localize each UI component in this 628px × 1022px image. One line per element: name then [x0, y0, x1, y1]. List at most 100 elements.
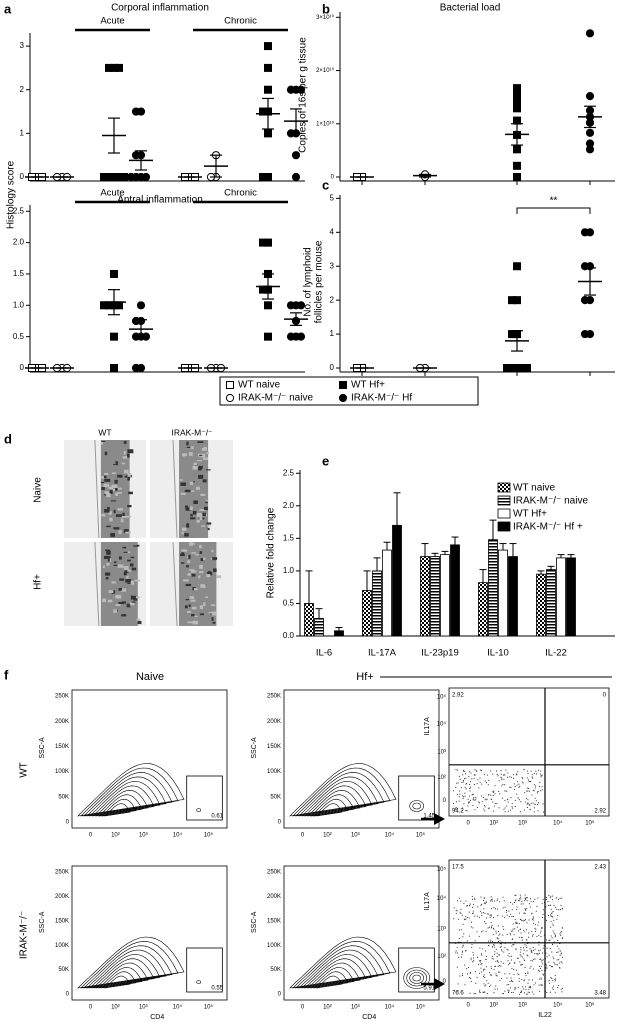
event-dot — [507, 960, 509, 962]
tissue-texture — [110, 533, 116, 537]
tissue-texture — [199, 465, 203, 469]
event-dot — [520, 896, 522, 898]
event-dot — [464, 795, 466, 797]
event-dot — [540, 776, 542, 778]
y-tick-label: 10² — [437, 954, 446, 960]
tissue-texture — [186, 446, 193, 448]
data-point — [508, 330, 516, 339]
event-dot — [478, 801, 480, 803]
event-dot — [545, 967, 547, 969]
y-tick-label: 3 — [20, 41, 25, 50]
tissue-texture — [199, 571, 204, 574]
event-dot — [560, 931, 562, 933]
event-dot — [506, 776, 508, 778]
contour-line — [77, 936, 185, 989]
event-dot — [481, 914, 483, 916]
event-dot — [495, 975, 497, 977]
event-dot — [526, 908, 528, 910]
event-dot — [545, 965, 547, 967]
event-dot — [527, 802, 529, 804]
event-dot — [510, 977, 512, 979]
event-dot — [536, 953, 538, 955]
y-tick-label: 0 — [278, 992, 282, 998]
quadrant-value: 17.5 — [452, 865, 464, 871]
event-dot — [482, 991, 484, 993]
event-dot — [530, 781, 532, 783]
event-dot — [559, 954, 561, 956]
event-dot — [461, 956, 462, 958]
event-dot — [548, 980, 550, 981]
contour-line — [316, 975, 343, 989]
event-dot — [491, 946, 493, 948]
event-dot — [526, 900, 528, 902]
event-dot — [503, 951, 505, 953]
event-dot — [539, 949, 541, 951]
gate-value: 5.91 — [423, 986, 435, 992]
event-dot — [455, 787, 457, 788]
y-tick-label: 4 — [330, 227, 335, 236]
event-dot — [494, 966, 496, 967]
event-dot — [474, 993, 476, 994]
event-dot — [526, 922, 528, 924]
tissue-texture — [125, 579, 132, 583]
data-point — [580, 262, 590, 271]
tissue-texture — [130, 556, 135, 559]
event-dot — [534, 898, 536, 900]
event-dot — [504, 947, 506, 949]
event-dot — [511, 992, 513, 994]
gate-value: 0.55 — [211, 986, 223, 992]
event-dot — [457, 900, 458, 902]
event-dot — [516, 781, 518, 783]
event-dot — [517, 797, 519, 799]
event-dot — [484, 810, 486, 812]
tissue-texture — [200, 558, 205, 561]
tissue-texture — [126, 575, 129, 579]
event-dot — [490, 939, 492, 941]
event-dot — [516, 773, 517, 775]
event-dot — [511, 806, 513, 808]
event-dot — [484, 903, 486, 905]
event-dot — [509, 776, 511, 778]
event-dot — [559, 967, 561, 969]
event-dot — [501, 797, 503, 799]
event-dot — [507, 949, 509, 951]
event-dot — [551, 916, 553, 917]
significance-label: ** — [550, 196, 558, 207]
event-dot — [512, 923, 514, 925]
event-dot — [534, 927, 536, 929]
event-dot — [491, 908, 492, 910]
tissue-texture — [192, 510, 197, 515]
event-dot — [551, 913, 553, 914]
event-dot — [481, 770, 482, 772]
event-dot — [458, 775, 460, 777]
x-tick-label: 10⁴ — [553, 820, 563, 827]
legend-marker — [225, 393, 235, 403]
event-dot — [560, 988, 562, 990]
event-dot — [524, 897, 526, 899]
event-dot — [464, 778, 465, 780]
event-dot — [488, 779, 490, 781]
event-dot — [462, 796, 464, 798]
event-dot — [468, 935, 470, 937]
event-dot — [508, 984, 510, 985]
event-dot — [481, 801, 483, 803]
event-dot — [483, 897, 485, 899]
event-dot — [529, 948, 531, 950]
event-dot — [529, 781, 531, 783]
event-dot — [559, 962, 561, 964]
tissue-texture — [113, 564, 118, 566]
contour-line — [307, 789, 361, 817]
event-dot — [462, 936, 464, 938]
tissue-texture — [121, 601, 126, 604]
event-dot — [524, 931, 526, 933]
event-dot — [456, 910, 458, 912]
contour-line — [80, 767, 179, 817]
y-tick-label: 150K — [267, 918, 281, 924]
y-tick-label: 0 — [331, 175, 335, 181]
data-point — [286, 301, 296, 310]
tissue-texture — [216, 575, 222, 578]
event-dot — [515, 949, 517, 950]
event-dot — [537, 924, 539, 926]
tissue-texture — [136, 544, 140, 547]
event-dot — [504, 973, 506, 975]
